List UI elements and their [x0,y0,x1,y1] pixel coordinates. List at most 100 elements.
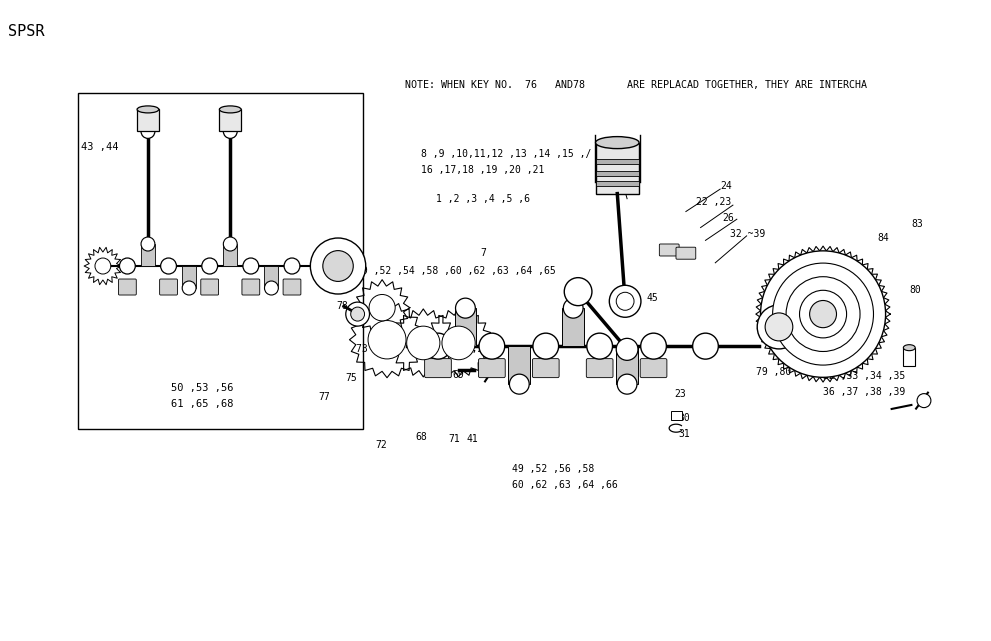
Text: 49 ,52 ,56 ,58: 49 ,52 ,56 ,58 [512,464,595,474]
Circle shape [564,278,592,306]
Bar [562,308,584,346]
Circle shape [617,374,637,394]
Circle shape [223,124,237,138]
Bar [616,346,638,384]
Bar [265,266,278,288]
Text: 80: 80 [910,285,921,295]
Circle shape [161,258,176,274]
Bar [455,308,477,346]
Text: 81: 81 [799,349,811,360]
Text: 72: 72 [376,440,387,451]
Bar [596,158,639,163]
Text: 22 ,23: 22 ,23 [696,197,731,207]
Text: 61 ,65 ,68: 61 ,65 ,68 [171,399,234,409]
Text: 22 ,23: 22 ,23 [454,344,489,354]
FancyBboxPatch shape [160,279,177,295]
Text: 60 ,62 ,63 ,64 ,66: 60 ,62 ,63 ,64 ,66 [512,480,618,490]
Circle shape [765,313,793,341]
Text: 43 ,44: 43 ,44 [81,142,119,153]
Ellipse shape [219,106,241,113]
Text: 76: 76 [356,315,368,326]
Text: 49 ,52 ,54 ,58 ,60 ,62 ,63 ,64 ,65: 49 ,52 ,54 ,58 ,60 ,62 ,63 ,64 ,65 [356,265,555,276]
Text: 75: 75 [345,373,357,383]
Text: 8 ,9 ,10,11,12 ,13 ,14 ,15 ,/: 8 ,9 ,10,11,12 ,13 ,14 ,15 ,/ [421,149,592,159]
Text: 30: 30 [678,413,690,423]
Circle shape [310,238,366,294]
Circle shape [406,326,440,360]
Text: 41: 41 [467,434,478,444]
Text: 78: 78 [336,301,348,311]
FancyBboxPatch shape [201,279,219,295]
Circle shape [757,305,801,349]
Bar [596,181,639,186]
Circle shape [456,298,476,318]
Circle shape [369,294,395,321]
Text: 79 ,80: 79 ,80 [756,367,792,377]
Ellipse shape [596,137,639,149]
Text: 32 ,33 ,34 ,35: 32 ,33 ,34 ,35 [824,371,906,381]
Bar [137,110,159,131]
Circle shape [533,333,559,359]
Circle shape [351,307,365,321]
Text: 73 ,74: 73 ,74 [356,344,390,354]
Bar [671,412,682,420]
Text: 50 ,53 ,56: 50 ,53 ,56 [171,383,234,393]
Text: 16 ,17,18 ,19 ,20 ,21: 16 ,17,18 ,19 ,20 ,21 [421,165,545,175]
Text: 68: 68 [415,432,427,442]
Text: 24: 24 [720,181,732,191]
Text: 26: 26 [722,213,734,223]
Circle shape [616,338,638,360]
FancyBboxPatch shape [640,359,667,378]
Ellipse shape [904,345,916,351]
FancyBboxPatch shape [659,244,679,256]
Text: 69: 69 [453,370,465,380]
Text: 31: 31 [678,429,690,439]
Circle shape [223,237,237,251]
Circle shape [587,333,612,359]
Circle shape [368,320,406,359]
Circle shape [202,258,218,274]
Circle shape [773,263,873,365]
Bar [508,346,530,384]
Circle shape [479,333,504,359]
Circle shape [265,281,278,295]
Circle shape [284,258,300,274]
Circle shape [325,258,341,274]
Circle shape [616,292,634,310]
FancyBboxPatch shape [424,359,451,378]
Circle shape [141,124,155,138]
Text: 23: 23 [674,389,686,399]
FancyBboxPatch shape [283,279,301,295]
FancyBboxPatch shape [242,279,260,295]
Circle shape [641,333,666,359]
Text: SPSR: SPSR [8,24,45,39]
Bar [904,347,916,365]
Text: NOTE: WHEN KEY NO.  76   AND78       ARE REPLACAD TOGETHER, THEY ARE INTERCHA: NOTE: WHEN KEY NO. 76 AND78 ARE REPLACAD… [404,80,867,90]
FancyBboxPatch shape [532,359,559,378]
Text: 7: 7 [480,248,486,258]
Circle shape [425,333,451,359]
Circle shape [693,333,718,359]
Bar [182,266,196,288]
Bar [78,93,363,429]
Bar [596,142,639,194]
Text: 36 ,37 ,38 ,39: 36 ,37 ,38 ,39 [824,387,906,397]
FancyBboxPatch shape [587,359,613,378]
Text: 32 ~39: 32 ~39 [730,229,765,239]
Circle shape [346,302,370,326]
Text: 83: 83 [912,219,923,229]
Circle shape [786,277,860,351]
Circle shape [760,251,886,378]
Circle shape [509,374,529,394]
Text: 77: 77 [318,392,330,403]
Circle shape [810,301,836,328]
Bar [223,244,237,266]
Circle shape [243,258,259,274]
Circle shape [563,298,583,318]
Ellipse shape [137,106,159,113]
Circle shape [323,251,353,281]
Circle shape [141,237,155,251]
FancyBboxPatch shape [479,359,505,378]
Bar [596,171,639,176]
Circle shape [95,258,111,274]
